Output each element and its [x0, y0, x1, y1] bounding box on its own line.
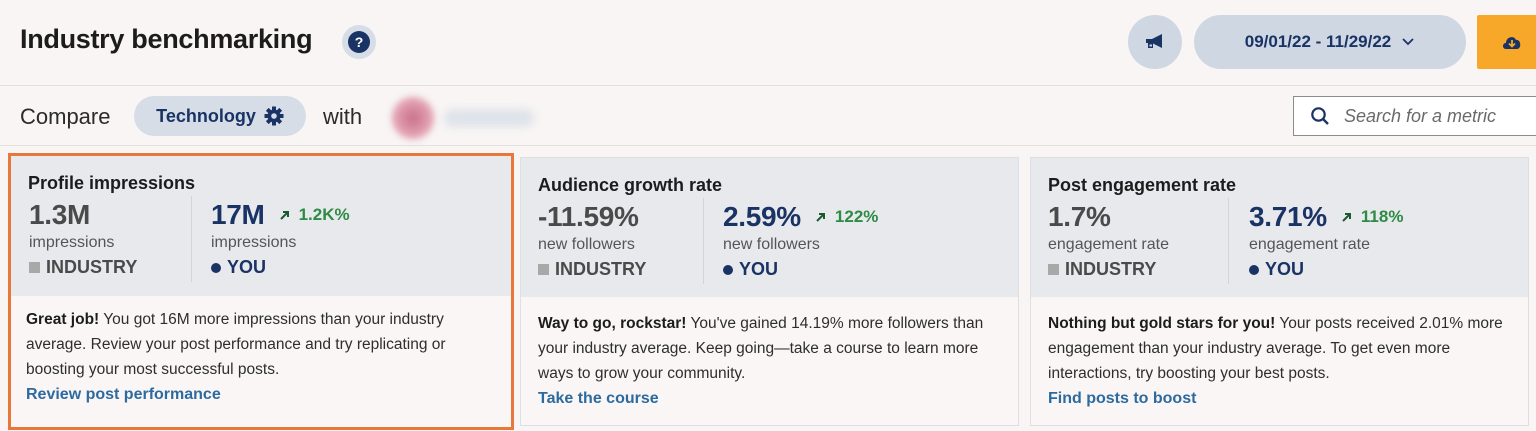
industry-legend: INDUSTRY	[538, 259, 646, 280]
message-text: Your posts received 2.01% more engagemen…	[1048, 315, 1503, 382]
message-headline: Great job!	[26, 311, 100, 328]
industry-metric: 1.3M impressions INDUSTRY	[29, 199, 137, 278]
industry-value: 1.3M	[29, 199, 91, 230]
page-header: Industry benchmarking ? 09/01/22 - 11/29…	[0, 0, 1536, 86]
industry-legend: INDUSTRY	[29, 257, 137, 278]
you-unit: engagement rate	[1249, 236, 1370, 253]
arrow-up-right-icon	[1342, 213, 1351, 222]
you-unit: new followers	[723, 236, 820, 253]
metric-divider	[1228, 198, 1229, 284]
review-post-performance-link[interactable]: Review post performance	[26, 386, 221, 403]
dot-legend-icon	[211, 262, 221, 273]
arrow-up-right-icon	[816, 213, 825, 222]
industry-metric: -11.59% new followers INDUSTRY	[538, 201, 646, 280]
you-legend-label: YOU	[1265, 259, 1305, 279]
page-name-redacted	[444, 109, 534, 127]
card-metrics-area: Profile impressions 1.3M impressions IND…	[11, 156, 511, 296]
you-legend: YOU	[723, 259, 878, 280]
delta-value: 118%	[1360, 207, 1404, 226]
metric-card-audience-growth: Audience growth rate -11.59% new followe…	[520, 157, 1019, 426]
message-headline: Way to go, rockstar!	[538, 315, 687, 332]
date-range-picker[interactable]: 09/01/22 - 11/29/22	[1194, 15, 1466, 69]
industry-selector[interactable]: Technology	[134, 96, 306, 136]
industry-name: Technology	[156, 105, 256, 126]
help-button[interactable]: ?	[342, 25, 376, 59]
square-legend-icon	[29, 262, 40, 273]
card-metrics-area: Post engagement rate 1.7% engagement rat…	[1031, 158, 1528, 297]
message-text: You got 16M more impressions than your i…	[26, 311, 446, 378]
delta-badge: 122%	[815, 207, 878, 227]
gear-icon	[264, 106, 284, 126]
you-metric: 3.71% 118% engagement rate YOU	[1249, 201, 1403, 280]
you-legend-label: YOU	[739, 259, 779, 279]
compare-bar: Compare Technology with	[0, 87, 1536, 146]
you-unit: impressions	[211, 234, 297, 251]
delta-badge: 118%	[1341, 207, 1404, 227]
compare-label: Compare	[20, 104, 111, 129]
you-metric: 17M 1.2K% impressions YOU	[211, 199, 350, 278]
delta-badge: 1.2K%	[279, 205, 350, 225]
card-message: Way to go, rockstar! You've gained 14.19…	[538, 311, 1004, 386]
with-label: with	[323, 104, 363, 129]
question-circle-icon: ?	[348, 31, 370, 53]
card-title: Audience growth rate	[538, 175, 723, 195]
square-legend-icon	[1048, 264, 1059, 275]
message-text: You've gained 14.19% more followers than…	[538, 315, 984, 382]
you-legend: YOU	[1249, 259, 1403, 280]
chevron-down-icon	[1402, 38, 1414, 46]
metric-divider	[191, 196, 192, 282]
card-title: Post engagement rate	[1048, 175, 1237, 195]
metric-card-post-engagement: Post engagement rate 1.7% engagement rat…	[1030, 157, 1529, 426]
take-the-course-link[interactable]: Take the course	[538, 390, 659, 407]
industry-legend: INDUSTRY	[1048, 259, 1169, 280]
megaphone-icon	[1146, 34, 1162, 48]
metric-divider	[703, 198, 704, 284]
you-value: 17M	[211, 199, 265, 230]
industry-legend-label: INDUSTRY	[1065, 259, 1157, 279]
industry-legend-label: INDUSTRY	[46, 257, 138, 277]
delta-value: 1.2K%	[298, 205, 350, 224]
date-range-value: 09/01/22 - 11/29/22	[1244, 32, 1392, 51]
compared-page[interactable]	[382, 91, 548, 143]
search-icon	[1311, 107, 1329, 125]
you-value: 2.59%	[723, 201, 801, 232]
cloud-download-icon	[1503, 37, 1521, 49]
card-message: Great job! You got 16M more impressions …	[26, 307, 497, 382]
industry-value: 1.7%	[1048, 201, 1111, 232]
announcements-button[interactable]	[1128, 15, 1182, 69]
industry-unit: engagement rate	[1048, 236, 1169, 253]
industry-unit: new followers	[538, 236, 635, 253]
arrow-up-right-icon	[279, 211, 289, 220]
message-headline: Nothing but gold stars for you!	[1048, 315, 1276, 332]
industry-legend-label: INDUSTRY	[555, 259, 647, 279]
metric-search[interactable]	[1293, 96, 1536, 136]
page-title: Industry benchmarking	[20, 24, 313, 54]
metric-card-profile-impressions: Profile impressions 1.3M impressions IND…	[8, 153, 514, 430]
download-button[interactable]	[1477, 15, 1536, 69]
card-metrics-area: Audience growth rate -11.59% new followe…	[521, 158, 1018, 297]
page-avatar	[390, 95, 436, 141]
industry-unit: impressions	[29, 234, 115, 251]
you-value: 3.71%	[1249, 201, 1327, 232]
dot-legend-icon	[723, 264, 733, 275]
industry-metric: 1.7% engagement rate INDUSTRY	[1048, 201, 1169, 280]
card-title: Profile impressions	[28, 173, 196, 193]
square-legend-icon	[538, 264, 549, 275]
find-posts-to-boost-link[interactable]: Find posts to boost	[1048, 390, 1197, 407]
you-legend-label: YOU	[227, 257, 267, 277]
metric-search-input[interactable]	[1344, 105, 1524, 127]
card-message: Nothing but gold stars for you! Your pos…	[1048, 311, 1514, 386]
industry-value: -11.59%	[538, 201, 639, 232]
dot-legend-icon	[1249, 264, 1259, 275]
you-metric: 2.59% 122% new followers YOU	[723, 201, 878, 280]
you-legend: YOU	[211, 257, 350, 278]
delta-value: 122%	[834, 207, 879, 226]
